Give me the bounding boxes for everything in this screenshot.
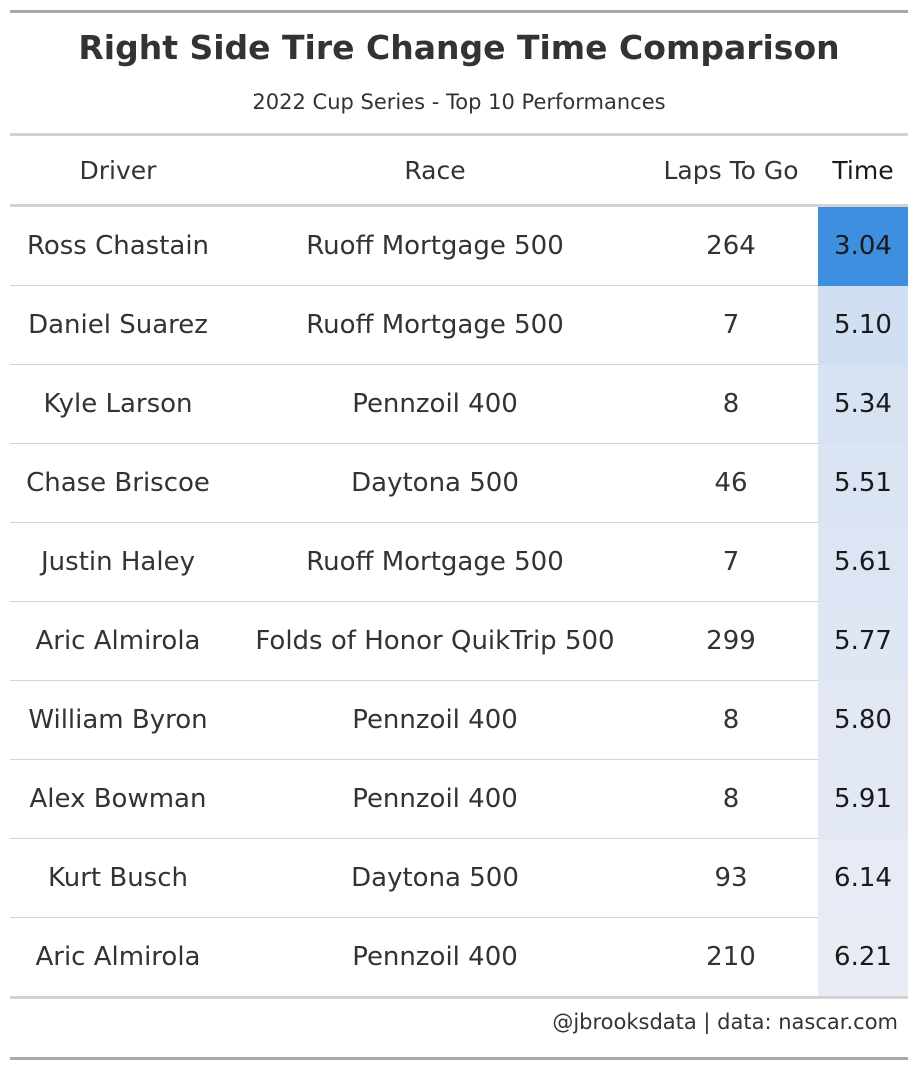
race-cell: Pennzoil 400 [352, 389, 518, 419]
laps-to-go-cell: 46 [714, 468, 748, 498]
table-row: Chase Briscoe Daytona 500 46 5.51 [10, 444, 908, 523]
laps-to-go-cell: 210 [706, 942, 756, 972]
driver-cell: Alex Bowman [29, 784, 207, 814]
bottom-rule [10, 1057, 908, 1060]
laps-to-go-cell: 7 [722, 547, 740, 577]
top-rule [10, 10, 908, 13]
table-header: Driver Race Laps To Go Time [10, 136, 908, 206]
laps-to-go-cell: 264 [706, 231, 756, 261]
race-cell: Pennzoil 400 [352, 784, 518, 814]
table-row: Justin Haley Ruoff Mortgage 500 7 5.61 [10, 523, 908, 602]
table-row: Aric Almirola Folds of Honor QuikTrip 500… [10, 602, 908, 681]
table-bottom-rule [10, 996, 908, 999]
column-header-race: Race [404, 156, 466, 185]
time-cell: 5.10 [818, 286, 908, 365]
driver-cell: Ross Chastain [26, 231, 210, 261]
race-cell: Pennzoil 400 [352, 942, 518, 972]
source-note: @jbrooksdata | data: nascar.com [552, 1010, 898, 1034]
driver-cell: Aric Almirola [35, 626, 201, 656]
race-cell: Ruoff Mortgage 500 [306, 310, 564, 340]
table-row: Aric Almirola Pennzoil 400 210 6.21 [10, 918, 908, 997]
header-rule [10, 204, 908, 207]
driver-cell: Kyle Larson [43, 389, 193, 419]
table-figure: Right Side Tire Change Time Comparison 2… [10, 10, 908, 1060]
table-row: Kyle Larson Pennzoil 400 8 5.34 [10, 365, 908, 444]
time-cell: 6.21 [818, 918, 908, 997]
table-subtitle: 2022 Cup Series - Top 10 Performances [252, 90, 666, 114]
time-cell: 5.34 [818, 365, 908, 444]
laps-to-go-cell: 8 [722, 389, 740, 419]
time-cell: 5.80 [818, 681, 908, 760]
driver-cell: Kurt Busch [47, 863, 189, 893]
race-cell: Folds of Honor QuikTrip 500 [255, 626, 615, 656]
time-cell: 3.04 [818, 207, 908, 286]
table-title: Right Side Tire Change Time Comparison [78, 28, 840, 67]
time-cell: 5.91 [818, 760, 908, 839]
table-row: Alex Bowman Pennzoil 400 8 5.91 [10, 760, 908, 839]
column-header-time: Time [832, 156, 894, 185]
table-row: Kurt Busch Daytona 500 93 6.14 [10, 839, 908, 918]
driver-cell: Chase Briscoe [26, 468, 210, 498]
laps-to-go-cell: 93 [714, 863, 748, 893]
driver-cell: Justin Haley [41, 547, 195, 577]
title-rule [10, 133, 908, 136]
time-cell: 5.51 [818, 444, 908, 523]
table-row: William Byron Pennzoil 400 8 5.80 [10, 681, 908, 760]
column-header-driver: Driver [79, 156, 157, 185]
time-cell: 5.61 [818, 523, 908, 602]
laps-to-go-cell: 7 [722, 310, 740, 340]
time-cell: 6.14 [818, 839, 908, 918]
race-cell: Pennzoil 400 [352, 705, 518, 735]
race-cell: Ruoff Mortgage 500 [306, 231, 564, 261]
laps-to-go-cell: 8 [722, 705, 740, 735]
driver-cell: William Byron [28, 705, 208, 735]
table-row: Daniel Suarez Ruoff Mortgage 500 7 5.10 [10, 286, 908, 365]
time-cell: 5.77 [818, 602, 908, 681]
laps-to-go-cell: 299 [706, 626, 756, 656]
column-header-laps-to-go: Laps To Go [663, 156, 799, 185]
race-cell: Daytona 500 [351, 863, 519, 893]
driver-cell: Aric Almirola [35, 942, 201, 972]
table-row: Ross Chastain Ruoff Mortgage 500 264 3.04 [10, 207, 908, 286]
laps-to-go-cell: 8 [722, 784, 740, 814]
race-cell: Daytona 500 [351, 468, 519, 498]
race-cell: Ruoff Mortgage 500 [306, 547, 564, 577]
driver-cell: Daniel Suarez [28, 310, 208, 340]
